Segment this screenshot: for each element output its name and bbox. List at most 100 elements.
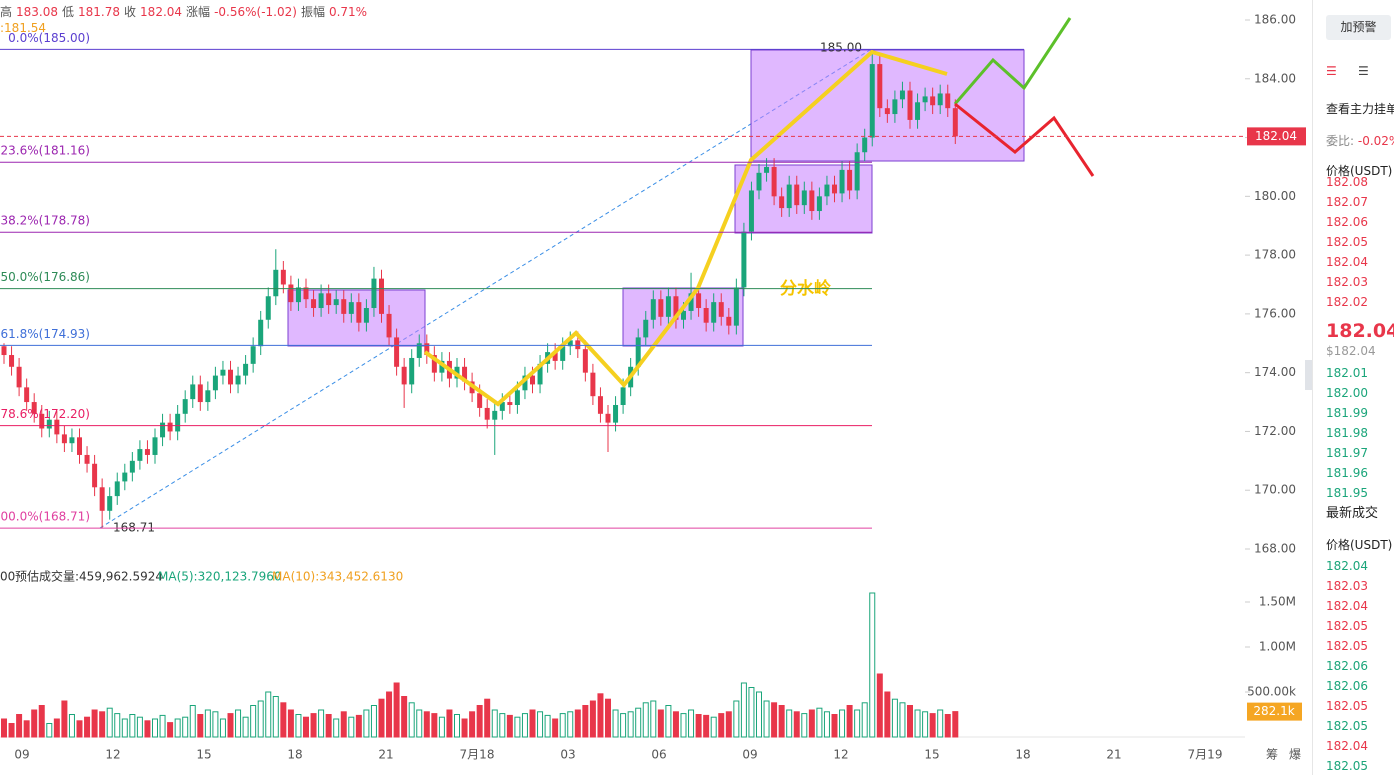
- candle-body: [605, 413, 611, 423]
- candle-body: [741, 231, 747, 288]
- volume-bar: [295, 714, 302, 738]
- candle-body: [643, 319, 649, 338]
- candle-body: [915, 102, 921, 120]
- candle-body: [61, 434, 67, 444]
- bid-price: 181.99: [1326, 406, 1368, 420]
- candle-body: [280, 269, 286, 285]
- icon[interactable]: ☰: [1326, 64, 1337, 78]
- volume-bar: [46, 723, 53, 738]
- candle-body: [46, 419, 52, 429]
- volume-bar: [416, 709, 423, 738]
- volume-bar: [318, 709, 325, 738]
- candle-body: [31, 402, 37, 414]
- candle-body: [522, 375, 528, 391]
- candle-body: [16, 366, 22, 388]
- price-tick-label: 178.00: [1254, 248, 1296, 262]
- stat-value: 0.71%: [328, 5, 368, 19]
- volume-bar: [922, 711, 929, 738]
- candle-body: [847, 169, 853, 191]
- volume-bar: [952, 711, 959, 738]
- volume-bar: [929, 713, 936, 738]
- candle-body: [99, 487, 105, 511]
- volume-bar: [401, 696, 408, 738]
- trade-price: 182.06: [1326, 679, 1368, 693]
- volume-bar: [793, 711, 800, 738]
- candle-body: [492, 410, 498, 420]
- ask-price: 182.06: [1326, 215, 1368, 229]
- stat-value: 183.08: [16, 5, 59, 19]
- candle-body: [182, 399, 188, 414]
- tool[interactable]: 爆: [1289, 748, 1301, 762]
- volume-bar: [61, 700, 68, 738]
- stat-label: 振幅: [300, 5, 325, 19]
- stats: 高 183.08 低 181.78 收 182.04 涨幅 -0.56%(-1.02) 振幅 0.…: [0, 3, 371, 20]
- price-tick-label: 170.00: [1254, 483, 1296, 497]
- volume-bar: [756, 691, 762, 738]
- candle-body: [590, 372, 596, 397]
- volume-bar: [31, 709, 38, 738]
- volume-bar: [204, 709, 211, 738]
- peak-label: 185.00: [820, 41, 862, 55]
- trade-price: 182.05: [1326, 699, 1368, 713]
- volume-bar: [914, 709, 921, 738]
- trough-label: 168.71: [113, 521, 155, 535]
- volume-bar: [469, 711, 476, 738]
- volume-bar: [544, 714, 551, 738]
- candle-body: [24, 387, 30, 403]
- candle-body: [748, 190, 754, 232]
- candle-body: [250, 346, 256, 364]
- volume-bar: [650, 700, 657, 738]
- candle-body: [832, 184, 837, 194]
- volume-bar: [944, 714, 951, 738]
- volume-bar: [91, 709, 98, 738]
- alert-button[interactable]: 加预警: [1326, 15, 1391, 40]
- depth-link[interactable]: 查看主力挂单: [1326, 102, 1394, 116]
- candle-body: [718, 302, 724, 317]
- volume-bar: [891, 698, 898, 738]
- stat-label: 低: [62, 5, 75, 19]
- volume-bar: [378, 698, 385, 738]
- volume-bar: [174, 718, 181, 738]
- volume-bar: [937, 709, 944, 738]
- volume-bar: [884, 691, 891, 738]
- volume-bar: [431, 713, 438, 738]
- scroll-handle[interactable]: [1305, 360, 1312, 390]
- volume-bar: [152, 718, 158, 738]
- time-label: 18: [1015, 748, 1030, 762]
- candle-body: [484, 407, 490, 420]
- volume-bar: [333, 718, 340, 738]
- volume-bar: [657, 709, 664, 738]
- col-header: 价格(USDT): [1326, 538, 1393, 552]
- volume-bar: [68, 714, 75, 738]
- candle-body: [552, 352, 558, 361]
- bid-price: 182.01: [1326, 366, 1368, 380]
- candle-body: [401, 366, 407, 385]
- volume-bar: [695, 714, 702, 738]
- volume-bar: [612, 709, 619, 738]
- candle-body: [952, 108, 958, 137]
- fib-label: 50.0%(176.86): [1, 270, 90, 284]
- volume-tick-label: 1.50M: [1259, 595, 1296, 609]
- tool[interactable]: 筹: [1266, 748, 1278, 762]
- candle-body: [696, 293, 702, 309]
- volume-bar: [227, 713, 234, 738]
- volume-bar: [484, 698, 491, 738]
- candle-body: [537, 363, 543, 385]
- icon[interactable]: ☰: [1358, 64, 1369, 78]
- ma-value: :181.54: [0, 21, 47, 35]
- volume-bar: [461, 718, 468, 738]
- volume-bar: [136, 716, 143, 738]
- trade-price: 182.04: [1326, 559, 1368, 573]
- volume-bar: [144, 720, 151, 738]
- trade-price: 182.04: [1326, 739, 1368, 753]
- candle-body: [862, 137, 868, 153]
- candle-body: [326, 293, 332, 306]
- candle-body: [726, 316, 732, 326]
- trade-price: 182.04: [1326, 599, 1368, 613]
- volume-bar: [219, 718, 226, 738]
- candle-body: [69, 437, 75, 444]
- time-label: 15: [924, 748, 939, 762]
- volume-bar: [129, 714, 136, 738]
- candle-body: [756, 172, 762, 191]
- volume-bar: [620, 713, 627, 738]
